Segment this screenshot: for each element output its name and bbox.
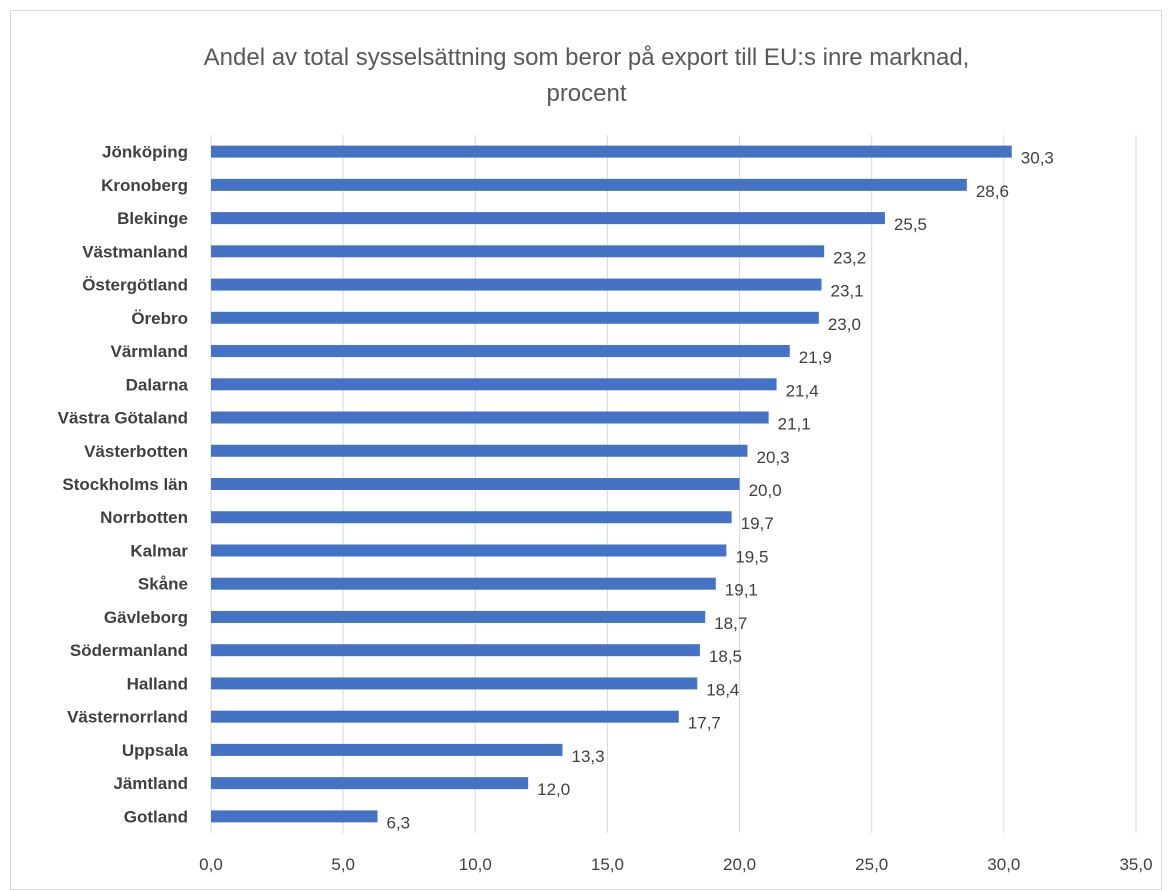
bar [211,311,819,324]
category-label: Västerbotten [84,442,188,461]
x-tick-label: 15,0 [591,855,624,874]
data-label: 25,5 [894,215,927,234]
bar [211,677,698,690]
bar [211,345,790,358]
data-label: 12,0 [537,780,570,799]
x-tick-label: 30,0 [987,855,1020,874]
bar [211,178,967,191]
data-label: 19,7 [741,514,774,533]
bar [211,544,727,557]
data-label: 21,1 [778,415,811,434]
data-label: 17,7 [688,714,721,733]
chart-title-line-2: procent [546,80,627,107]
data-label: 18,5 [709,647,742,666]
bar [211,245,825,258]
data-label: 21,4 [786,381,819,400]
category-label: Jämtland [113,774,188,793]
data-label: 18,7 [714,614,747,633]
x-tick-label: 25,0 [855,855,888,874]
category-label: Västra Götaland [58,409,188,428]
bar [211,212,885,225]
chart-title: Andel av total sysselsättning som beror … [0,40,1173,112]
category-label: Jönköping [102,143,188,162]
category-label: Gotland [124,807,188,826]
bar [211,610,706,623]
x-tick-label: 20,0 [723,855,756,874]
category-label: Dalarna [126,375,189,394]
data-label: 6,3 [387,813,411,832]
category-label: Kronoberg [101,176,188,195]
bar [211,278,822,291]
bar [211,511,732,524]
data-label: 13,3 [572,747,605,766]
bar [211,743,563,756]
data-label: 23,0 [828,315,861,334]
data-label: 30,3 [1021,149,1054,168]
bar [211,644,700,657]
data-label: 18,4 [706,680,739,699]
category-label: Skåne [138,575,188,594]
x-tick-label: 5,0 [331,855,355,874]
bar [211,145,1012,158]
category-label: Blekinge [117,209,188,228]
data-label: 23,2 [833,248,866,267]
category-label: Gävleborg [104,608,188,627]
data-label: 23,1 [831,282,864,301]
data-label: 28,6 [976,182,1009,201]
bar [211,810,378,823]
bar [211,411,769,424]
data-label: 19,5 [735,547,768,566]
category-label: Stockholms län [62,475,188,494]
x-tick-label: 10,0 [459,855,492,874]
bar [211,710,679,723]
data-label: 20,3 [757,448,790,467]
bar [211,444,748,457]
bar [211,378,777,391]
category-label: Västernorrland [67,708,188,727]
bar [211,577,716,590]
x-tick-label: 35,0 [1119,855,1152,874]
category-label: Södermanland [70,641,188,660]
category-label: Värmland [111,342,188,361]
x-tick-label: 0,0 [199,855,223,874]
category-label: Halland [127,674,188,693]
data-label: 20,0 [749,481,782,500]
data-label: 21,9 [799,348,832,367]
data-label: 19,1 [725,581,758,600]
category-label: Uppsala [122,741,189,760]
category-label: Örebro [131,309,188,328]
category-label: Kalmar [130,541,188,560]
chart-title-line-1: Andel av total sysselsättning som beror … [203,44,970,71]
category-label: Norrbotten [100,508,188,527]
category-label: Östergötland [82,276,188,295]
bar [211,478,740,490]
bar [211,777,529,790]
category-label: Västmanland [82,242,188,261]
